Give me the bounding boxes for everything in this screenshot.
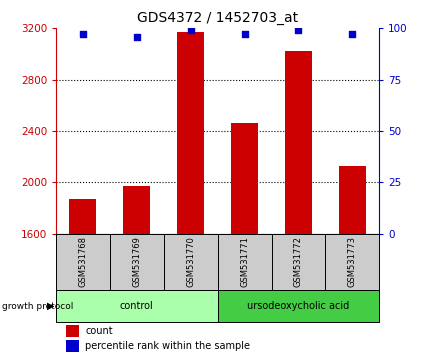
Bar: [69, 199, 96, 234]
Text: GSM531770: GSM531770: [186, 236, 195, 287]
Point: [241, 32, 248, 37]
Bar: [56, 234, 110, 290]
Text: ▶: ▶: [47, 301, 55, 311]
Bar: [284, 51, 311, 234]
Bar: [163, 234, 217, 290]
Text: ursodeoxycholic acid: ursodeoxycholic acid: [247, 301, 349, 311]
Title: GDS4372 / 1452703_at: GDS4372 / 1452703_at: [137, 11, 298, 24]
Text: GSM531773: GSM531773: [347, 236, 356, 287]
Bar: [56, 290, 217, 322]
Bar: [230, 123, 258, 234]
Point: [348, 32, 355, 37]
Bar: [65, 340, 79, 353]
Text: GSM531771: GSM531771: [240, 236, 249, 287]
Bar: [177, 32, 204, 234]
Bar: [338, 166, 365, 234]
Bar: [65, 325, 79, 337]
Text: count: count: [85, 326, 113, 336]
Point: [294, 28, 301, 33]
Point: [133, 34, 140, 39]
Bar: [123, 186, 150, 234]
Text: control: control: [120, 301, 154, 311]
Point: [80, 32, 86, 37]
Text: growth protocol: growth protocol: [2, 302, 74, 311]
Bar: [271, 234, 325, 290]
Bar: [217, 290, 378, 322]
Bar: [325, 234, 378, 290]
Point: [187, 28, 194, 33]
Text: GSM531768: GSM531768: [78, 236, 87, 287]
Text: GSM531769: GSM531769: [132, 236, 141, 287]
Bar: [217, 234, 271, 290]
Bar: [110, 234, 163, 290]
Text: percentile rank within the sample: percentile rank within the sample: [85, 341, 249, 352]
Text: GSM531772: GSM531772: [293, 236, 302, 287]
